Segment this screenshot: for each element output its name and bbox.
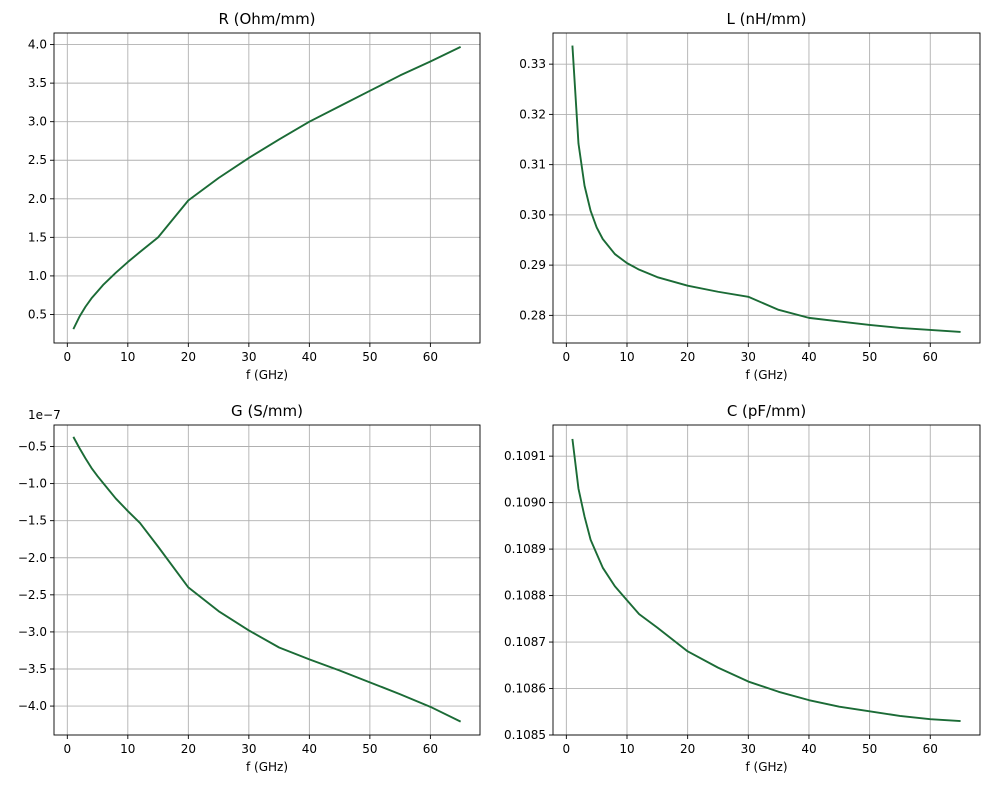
x-tick-label: 30 [741, 350, 756, 364]
y-tick-label: 0.28 [519, 308, 546, 322]
x-tick-label: 0 [563, 742, 571, 756]
y-tick-label: −3.5 [18, 662, 47, 676]
x-tick-label: 20 [680, 742, 695, 756]
y-tick-label: 1.5 [28, 230, 47, 244]
subplot-r: 0 10 20 30 40 50 60 0.5 1.0 1.5 2.0 2.5 3.0 3.5 4.0 R (… [28, 10, 481, 382]
x-tick-label: 0 [63, 742, 71, 756]
x-axis-label: f (GHz) [246, 760, 288, 774]
x-tick-label: 50 [862, 742, 877, 756]
series-line [72, 46, 462, 330]
y-tick-label: −0.5 [18, 440, 47, 454]
y-tick-label: 0.5 [28, 307, 47, 321]
y-tick-label: 0.1088 [504, 589, 546, 603]
y-tick-label: −1.5 [18, 514, 47, 528]
y-tick-label: 1.0 [28, 269, 47, 283]
y-tick-label: 0.1089 [504, 542, 546, 556]
subplot-l: 0 10 20 30 40 50 60 0.28 0.29 0.30 0.31 0.32 0.33 L (… [519, 10, 981, 382]
y-tick-label: 2.5 [28, 153, 47, 167]
x-axis-label: f (GHz) [745, 760, 787, 774]
chart-title: R (Ohm/mm) [218, 10, 315, 28]
x-tick-label: 0 [563, 350, 571, 364]
y-tick-label: 4.0 [28, 38, 47, 52]
x-tick-label: 0 [63, 350, 71, 364]
x-tick-label: 50 [362, 350, 377, 364]
series-line [571, 438, 961, 723]
axis-offset-label: 1e−7 [28, 408, 61, 422]
y-tick-label: −2.5 [18, 588, 47, 602]
plot-frame [552, 424, 981, 736]
chart-title: G (S/mm) [231, 402, 303, 420]
x-tick-label: 60 [923, 742, 938, 756]
y-tick-label: 0.30 [519, 208, 546, 222]
y-tick-label: 0.1085 [504, 728, 546, 742]
y-tick-label: 0.32 [519, 107, 546, 121]
subplot-c: 0 10 20 30 40 50 60 0.1085 0.1086 0.1087 0.1088 0.1… [504, 402, 981, 774]
y-tick-label: 3.5 [28, 76, 47, 90]
y-tick-label: 3.0 [28, 115, 47, 129]
y-tick-label: 0.1087 [504, 635, 546, 649]
x-tick-label: 60 [423, 350, 438, 364]
x-tick-label: 10 [120, 350, 135, 364]
subplot-g: 0 10 20 30 40 50 60 −4.0 −3.5 −3.0 −2.5 −2.0 −1.5 −1.… [18, 402, 481, 774]
x-tick-label: 30 [241, 350, 256, 364]
x-tick-label: 30 [241, 742, 256, 756]
series-line [571, 45, 961, 333]
y-tick-label: −4.0 [18, 699, 47, 713]
y-tick-label: 0.31 [519, 158, 546, 172]
plot-frame [552, 32, 981, 344]
plot-frame [53, 32, 481, 344]
y-tick-label: 0.1090 [504, 496, 546, 510]
y-tick-label: 0.1091 [504, 449, 546, 463]
x-tick-label: 20 [181, 350, 196, 364]
plot-frame [53, 424, 481, 736]
x-tick-label: 40 [302, 350, 317, 364]
y-tick-label: 0.33 [519, 57, 546, 71]
x-tick-label: 40 [801, 350, 816, 364]
y-tick-label: 0.1086 [504, 682, 546, 696]
x-tick-label: 10 [120, 742, 135, 756]
chart-title: C (pF/mm) [727, 402, 806, 420]
x-tick-label: 50 [862, 350, 877, 364]
x-tick-label: 30 [741, 742, 756, 756]
x-tick-label: 20 [680, 350, 695, 364]
y-tick-label: −2.0 [18, 551, 47, 565]
x-tick-label: 50 [362, 742, 377, 756]
y-tick-label: −1.0 [18, 477, 47, 491]
x-tick-label: 20 [181, 742, 196, 756]
y-tick-label: 0.29 [519, 258, 546, 272]
y-tick-label: 2.0 [28, 192, 47, 206]
x-tick-label: 60 [423, 742, 438, 756]
y-tick-label: −3.0 [18, 625, 47, 639]
x-tick-label: 60 [923, 350, 938, 364]
x-tick-label: 10 [619, 742, 634, 756]
x-tick-label: 40 [801, 742, 816, 756]
x-tick-label: 40 [302, 742, 317, 756]
chart-title: L (nH/mm) [727, 10, 807, 28]
series-line [72, 436, 462, 723]
x-axis-label: f (GHz) [745, 368, 787, 382]
x-axis-label: f (GHz) [246, 368, 288, 382]
x-tick-label: 10 [619, 350, 634, 364]
